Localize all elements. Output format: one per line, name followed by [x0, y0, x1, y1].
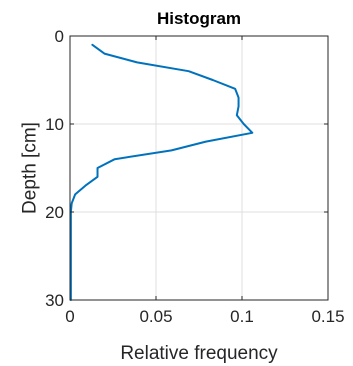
- x-tick-label: 0.1: [230, 307, 254, 326]
- x-tick-label: 0.05: [139, 307, 172, 326]
- x-axis-title: Relative frequency: [120, 343, 278, 364]
- y-tick-label: 0: [55, 27, 64, 46]
- series-layer: [69, 43, 254, 301]
- series-line: [69, 43, 254, 301]
- axes-box: [69, 35, 329, 301]
- y-tick-label: 20: [45, 203, 64, 222]
- y-axis-title: Depth [cm]: [20, 122, 41, 214]
- y-tick-label: 10: [45, 115, 64, 134]
- x-tick-labels: 0 0.05 0.1 0.15: [65, 307, 344, 326]
- ticks: [69, 35, 329, 301]
- grid: [70, 36, 328, 300]
- x-tick-label: 0.15: [311, 307, 344, 326]
- chart-title: Histogram: [157, 9, 241, 28]
- y-tick-label: 30: [45, 291, 64, 310]
- y-tick-labels: 0 10 20 30: [45, 27, 64, 310]
- x-tick-label: 0: [65, 307, 74, 326]
